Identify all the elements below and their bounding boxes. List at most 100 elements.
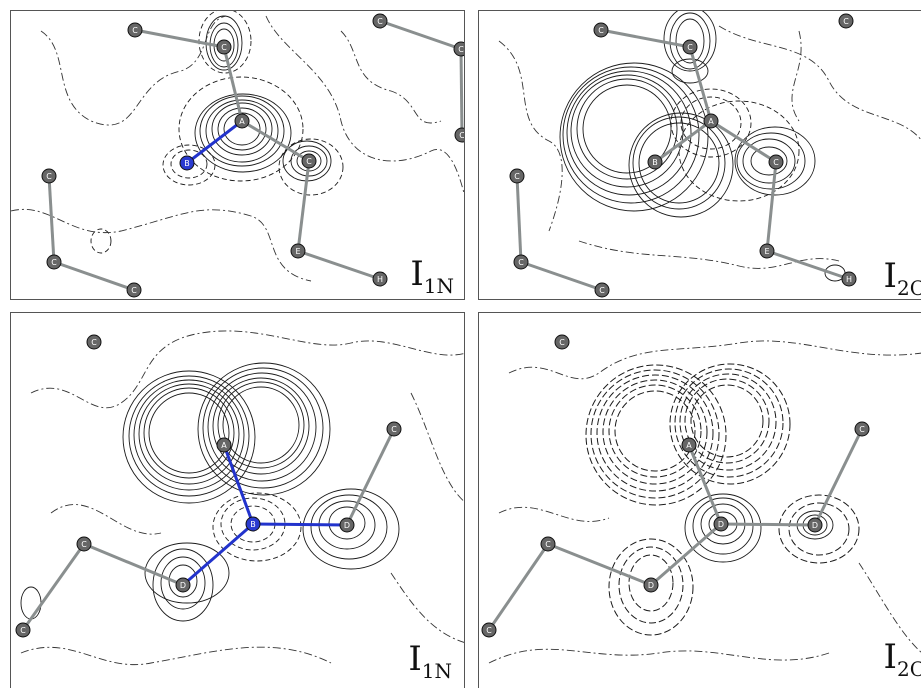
bond bbox=[459, 48, 464, 136]
contours bbox=[194, 15, 332, 182]
zero-contours bbox=[20, 330, 464, 665]
bonds-top-right bbox=[515, 28, 850, 292]
atom-letter: C bbox=[377, 17, 383, 26]
atom-letter: A bbox=[221, 441, 227, 450]
atom-D: D bbox=[175, 577, 191, 593]
panel-label: I1N bbox=[410, 254, 454, 296]
atom-letter: C bbox=[459, 131, 465, 140]
atom-H: H bbox=[372, 271, 388, 287]
atom-C: C bbox=[301, 153, 317, 169]
atom-letter: C bbox=[81, 540, 87, 549]
atom-C: C bbox=[682, 39, 698, 55]
panel-label: I2C bbox=[883, 637, 921, 679]
atom-C: C bbox=[216, 39, 232, 55]
atom-letter: B bbox=[652, 158, 658, 167]
bond bbox=[710, 119, 777, 164]
atom-C: C bbox=[15, 622, 31, 638]
bond bbox=[134, 28, 225, 49]
density-panel-top-left: C C A B C E H C C C C C C I1N bbox=[10, 10, 465, 300]
atom-C: C bbox=[126, 282, 142, 298]
bond bbox=[186, 119, 243, 165]
bond bbox=[297, 249, 381, 281]
bond bbox=[222, 444, 255, 525]
label-main: I bbox=[883, 256, 897, 296]
bond bbox=[222, 46, 244, 122]
bond bbox=[688, 46, 713, 122]
atom-C: C bbox=[513, 254, 529, 270]
contour-map-top-left: C C A B C E H C C C C C C bbox=[11, 11, 465, 298]
bond bbox=[241, 119, 310, 163]
bond bbox=[720, 522, 816, 527]
atom-C: C bbox=[540, 536, 556, 552]
contours bbox=[559, 11, 846, 282]
atom-letter: B bbox=[250, 520, 256, 529]
atom-letter: D bbox=[718, 520, 724, 529]
atom-C: C bbox=[768, 154, 784, 170]
atom-letter: C bbox=[687, 43, 693, 52]
atom-letter: D bbox=[344, 521, 350, 530]
atom-C: C bbox=[854, 421, 870, 437]
dashed-contours bbox=[585, 363, 860, 636]
bond bbox=[345, 428, 396, 526]
bonds-top-left bbox=[47, 19, 464, 292]
zero-contours bbox=[488, 340, 921, 664]
zero-contours bbox=[11, 15, 464, 282]
atom-letter: H bbox=[377, 275, 383, 284]
atom-C: C bbox=[76, 536, 92, 552]
label-main: I bbox=[883, 637, 897, 677]
bond bbox=[83, 542, 184, 587]
contours bbox=[20, 362, 400, 622]
atom-C: C bbox=[372, 13, 388, 29]
atoms-bottom-left: C A B D C D C C bbox=[15, 334, 402, 638]
atom-letter: C bbox=[458, 45, 464, 54]
bond bbox=[600, 28, 691, 49]
panel-label: I2C bbox=[883, 256, 921, 298]
atom-letter: A bbox=[686, 441, 692, 450]
atom-letter: C bbox=[391, 425, 397, 434]
bond bbox=[47, 175, 56, 263]
label-main: I bbox=[410, 254, 424, 294]
label-subscript: 1N bbox=[423, 274, 454, 298]
density-panel-bottom-left: C A B D C D C C I1N bbox=[10, 312, 465, 688]
atom-letter: H bbox=[846, 275, 852, 284]
atom-C: C bbox=[86, 334, 102, 350]
atom-C: C bbox=[127, 22, 143, 38]
atom-D: D bbox=[339, 517, 355, 533]
label-main: I bbox=[408, 639, 422, 679]
atoms-bottom-right: C A D D C D C C bbox=[481, 334, 870, 638]
atoms-top-left: C C A B C E H C C C C C C bbox=[41, 13, 465, 298]
atom-C: C bbox=[554, 334, 570, 350]
label-subscript: 1N bbox=[421, 659, 452, 683]
bond bbox=[765, 161, 778, 252]
atom-letter: C bbox=[486, 626, 492, 635]
atom-letter: D bbox=[812, 521, 818, 530]
atom-C: C bbox=[46, 254, 62, 270]
atom-C: C bbox=[481, 622, 497, 638]
bond bbox=[650, 522, 722, 587]
atom-E: E bbox=[759, 243, 775, 259]
atom-D: D bbox=[807, 517, 823, 533]
bond bbox=[487, 543, 550, 631]
dashed-contours bbox=[670, 88, 800, 202]
atom-B: B bbox=[179, 155, 195, 171]
atom-letter: C bbox=[306, 157, 312, 166]
atom-B: B bbox=[647, 154, 663, 170]
bond bbox=[182, 522, 254, 587]
bond bbox=[515, 175, 523, 263]
atom-C: C bbox=[454, 127, 465, 143]
atom-C: C bbox=[41, 168, 57, 184]
bond bbox=[520, 260, 603, 292]
atom-letter: C bbox=[514, 172, 520, 181]
atom-letter: D bbox=[648, 581, 654, 590]
atoms-top-right: C C A B C E H C C C C bbox=[509, 13, 857, 298]
panel-label: I1N bbox=[408, 639, 452, 681]
bond bbox=[813, 428, 864, 526]
atom-A: A bbox=[703, 113, 719, 129]
bonds-bottom-right bbox=[487, 428, 864, 631]
zero-contours bbox=[498, 25, 921, 269]
atom-letter: C bbox=[559, 338, 565, 347]
density-panel-top-right: C C A B C E H C C C C I2C bbox=[478, 10, 921, 300]
bond bbox=[21, 543, 86, 631]
atom-letter: A bbox=[708, 117, 714, 126]
bond bbox=[53, 260, 135, 292]
